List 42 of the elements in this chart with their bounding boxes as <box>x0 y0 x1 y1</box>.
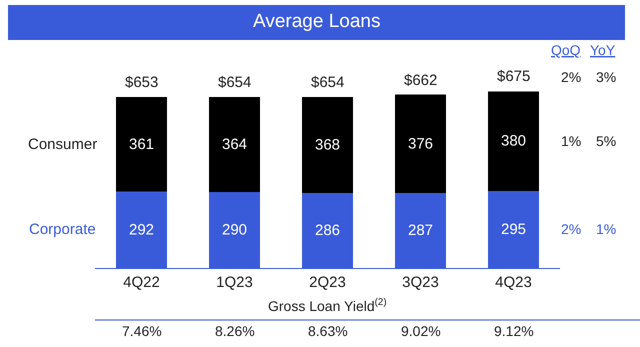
text: 2% <box>561 69 582 85</box>
data-label: 295 <box>500 220 526 238</box>
x-tick-label: 3Q23 <box>402 274 439 291</box>
text: 2% <box>561 221 582 237</box>
text: 1% <box>561 133 582 149</box>
data-label: 290 <box>222 222 248 239</box>
data-label: 292 <box>128 221 154 238</box>
text: 3% <box>596 69 616 85</box>
chart-title: Average Loans <box>253 11 380 32</box>
series-label: Consumer <box>28 136 98 153</box>
text: YoY <box>590 42 616 58</box>
data-label: 364 <box>222 136 248 154</box>
total-label: $675 <box>497 68 530 85</box>
total-label: $662 <box>404 72 438 89</box>
total-label: $654 <box>218 74 252 91</box>
text: 1% <box>596 221 616 237</box>
bar <box>488 91 540 191</box>
x-tick-label: 1Q23 <box>216 274 253 291</box>
total-label: $653 <box>125 74 158 91</box>
text: 5% <box>596 133 616 149</box>
total-label: $654 <box>311 74 344 91</box>
data-label: 286 <box>314 222 340 240</box>
x-tick-label: 2Q23 <box>309 274 346 291</box>
text: 8.26% <box>215 323 255 339</box>
data-label: 380 <box>500 132 526 150</box>
x-tick-label: 4Q23 <box>495 274 532 291</box>
bar <box>394 94 446 193</box>
data-label: 376 <box>408 135 434 152</box>
text: Gross Loan Yield$^{(2)}$ <box>268 297 387 314</box>
x-tick-label: 4Q22 <box>123 274 160 291</box>
text: 8.63% <box>308 323 348 339</box>
series-label: Corporate <box>29 221 96 238</box>
text: 9.02% <box>401 323 441 339</box>
bar <box>208 96 260 192</box>
bar <box>302 96 354 194</box>
text: QoQ <box>551 42 581 58</box>
text: 7.46% <box>122 323 162 339</box>
data-label: 368 <box>314 136 340 154</box>
text: 9.12% <box>494 323 534 339</box>
data-label: 361 <box>128 136 154 153</box>
data-label: 287 <box>408 222 434 239</box>
bar <box>116 97 168 192</box>
